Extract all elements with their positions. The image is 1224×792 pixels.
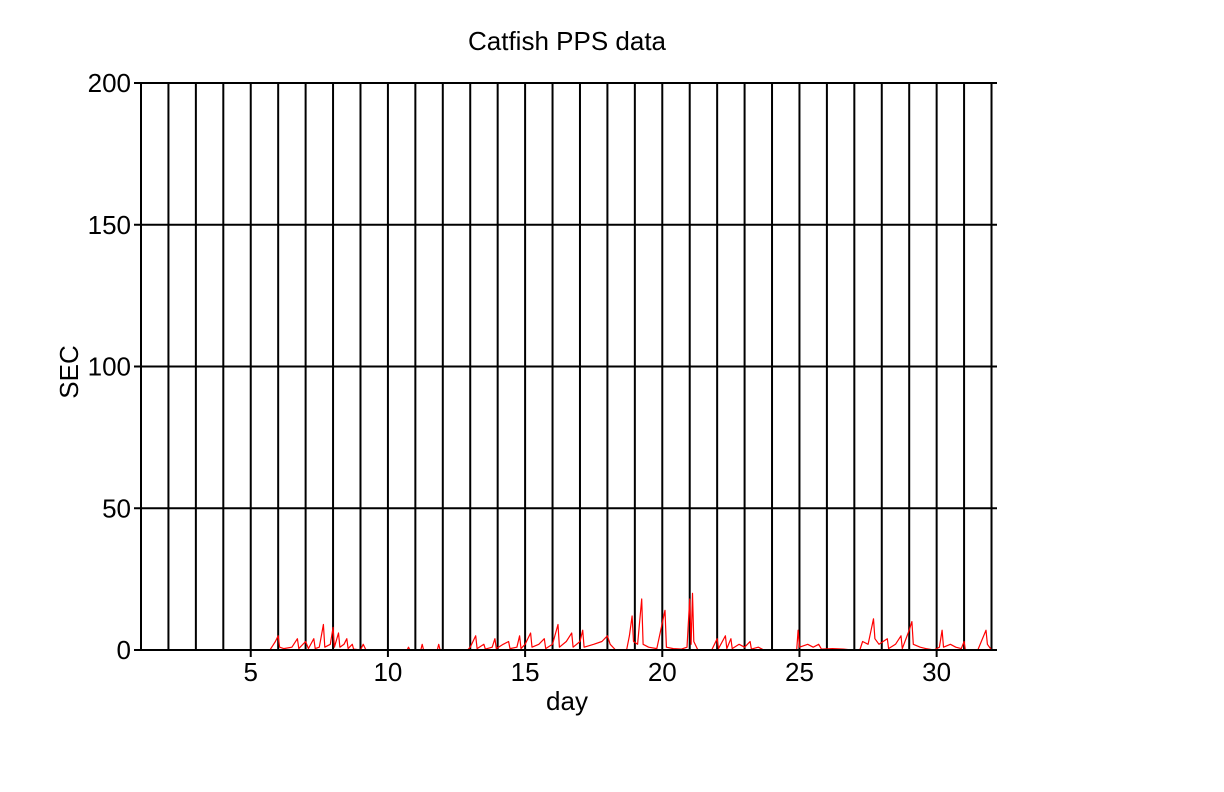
series-layer: [269, 592, 992, 651]
x-tick-label: 5: [244, 657, 258, 687]
y-tick-label: 50: [102, 493, 131, 523]
series-line: [269, 592, 992, 651]
x-tick-label: 30: [922, 657, 951, 687]
x-tick-label: 15: [511, 657, 540, 687]
y-tick-label: 200: [88, 68, 131, 98]
y-axis-label: SEC: [54, 345, 84, 398]
x-tick-label: 25: [785, 657, 814, 687]
grid: [141, 82, 997, 651]
y-tick-label: 0: [117, 635, 131, 665]
x-axis-label: day: [546, 686, 588, 716]
y-tick-label: 100: [88, 352, 131, 382]
ticks: 0 50 100 150 200 5 10 15 20 25 30: [88, 68, 951, 687]
x-tick-label: 10: [373, 657, 402, 687]
y-tick-label: 150: [88, 210, 131, 240]
x-tick-label: 20: [648, 657, 677, 687]
chart-title: Catfish PPS data: [468, 26, 667, 56]
